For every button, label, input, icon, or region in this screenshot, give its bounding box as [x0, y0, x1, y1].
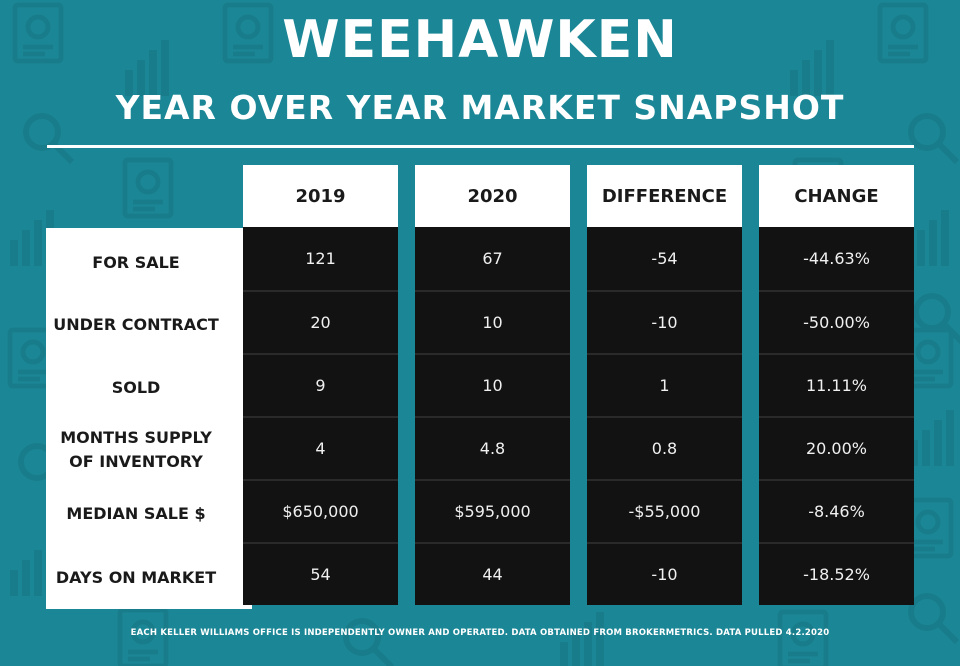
column-2020: 2020 67 10 10 4.8 $595,000 44 [415, 165, 570, 609]
row-label-days-on-market: DAYS ON MARKET [55, 567, 217, 587]
table-cell: 54 [243, 542, 398, 605]
column-difference: DIFFERENCE -54 -10 1 0.8 -$55,000 -10 [587, 165, 742, 609]
row-label-for-sale: FOR SALE [92, 252, 180, 272]
table-cell: 44 [415, 542, 570, 605]
table-cell: 10 [415, 353, 570, 416]
table-cell: 9 [243, 353, 398, 416]
row-label-median-sale: MEDIAN SALE $ [66, 503, 206, 523]
table-cell: -10 [587, 542, 742, 605]
column-header-2019: 2019 [243, 165, 398, 227]
column-2019: 2019 121 20 9 4 $650,000 54 [243, 165, 398, 609]
table-cell: 11.11% [759, 353, 914, 416]
table-cell: -8.46% [759, 479, 914, 542]
table-cell: -18.52% [759, 542, 914, 605]
row-label-column: FOR SALE UNDER CONTRACT SOLD MONTHS SUPP… [46, 228, 252, 609]
page-title: WEEHAWKEN [282, 10, 678, 70]
table-cell: 4 [243, 416, 398, 479]
table-cell: 20 [243, 290, 398, 353]
table-cell: -10 [587, 290, 742, 353]
table-cell: 4.8 [415, 416, 570, 479]
column-header-difference: DIFFERENCE [587, 165, 742, 227]
table-cell: 1 [587, 353, 742, 416]
table-cell: 121 [243, 227, 398, 290]
table-cell: 10 [415, 290, 570, 353]
row-label-under-contract: UNDER CONTRACT [53, 314, 219, 334]
table-cell: -$55,000 [587, 479, 742, 542]
table-cell: $650,000 [243, 479, 398, 542]
title-divider [47, 145, 914, 148]
table-cell: 0.8 [587, 416, 742, 479]
row-label-months-supply: MONTHS SUPPLY OF INVENTORY [60, 427, 212, 471]
column-header-2020: 2020 [415, 165, 570, 227]
table-cell: $595,000 [415, 479, 570, 542]
table-cell: -54 [587, 227, 742, 290]
footer-disclaimer: EACH KELLER WILLIAMS OFFICE IS INDEPENDE… [130, 628, 830, 638]
table-cell: -50.00% [759, 290, 914, 353]
table-cell: 67 [415, 227, 570, 290]
page-subtitle: YEAR OVER YEAR MARKET SNAPSHOT [115, 88, 845, 127]
column-header-change: CHANGE [759, 165, 914, 227]
row-label-sold: SOLD [111, 377, 161, 397]
table-cell: 20.00% [759, 416, 914, 479]
column-change: CHANGE -44.63% -50.00% 11.11% 20.00% -8.… [759, 165, 914, 609]
table-cell: -44.63% [759, 227, 914, 290]
